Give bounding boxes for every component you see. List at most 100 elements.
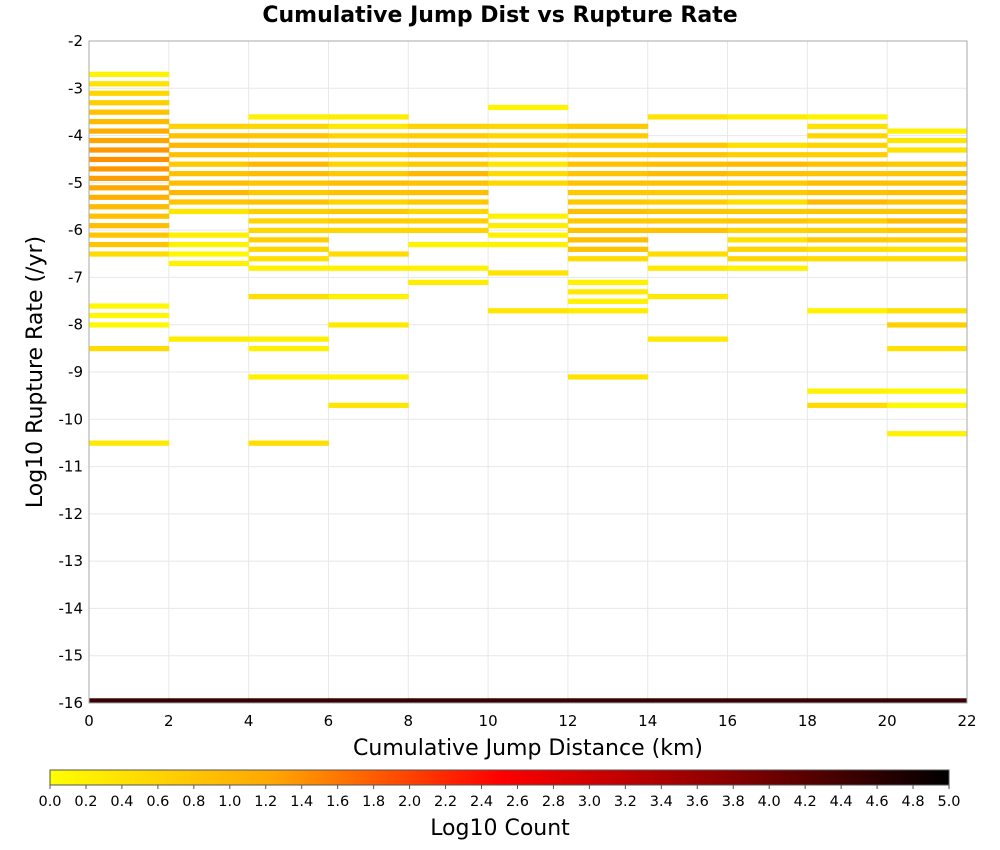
heatmap-cell [328, 322, 409, 328]
heatmap-cell [89, 175, 170, 181]
heatmap-cell [647, 208, 729, 215]
heatmap-cell [328, 265, 409, 271]
heatmap-cell [647, 265, 729, 271]
heatmap-cell [248, 218, 329, 224]
heatmap-cell [488, 223, 569, 229]
y-tick-label: -9 [68, 363, 83, 381]
heatmap-cell [328, 152, 409, 158]
heatmap-cell [328, 402, 409, 408]
heatmap-cell [328, 374, 409, 380]
heatmap-cell [89, 90, 170, 96]
heatmap-cell [887, 345, 968, 352]
y-tick-label: -6 [68, 221, 83, 239]
colorbar-tick-label: 3.8 [722, 794, 745, 810]
x-tick-label: 2 [164, 712, 174, 730]
heatmap-cell [567, 298, 649, 304]
heatmap-cell [887, 137, 968, 144]
heatmap-cell [567, 308, 649, 314]
heatmap-cell [727, 161, 808, 167]
colorbar-tick-label: 4.6 [866, 794, 889, 810]
heatmap-cell [408, 152, 489, 158]
heatmap-cell [647, 152, 729, 158]
colorbar-label: Log10 Count [430, 816, 570, 841]
heatmap-cell [647, 251, 729, 257]
heatmap-cell [807, 308, 888, 314]
heatmap-cell [168, 171, 250, 177]
heatmap-cell [887, 227, 968, 234]
heatmap-cell [168, 208, 250, 215]
heatmap-cell [807, 180, 888, 186]
heatmap-cell [328, 698, 409, 704]
y-tick-label: -16 [59, 694, 84, 712]
y-tick-label: -3 [68, 79, 83, 97]
heatmap-cell [408, 218, 489, 224]
heatmap-cell [567, 189, 649, 196]
heatmap-cell [89, 204, 170, 210]
heatmap-cell [567, 246, 649, 252]
heatmap-cell [248, 142, 329, 148]
x-axis-label: Cumulative Jump Distance (km) [353, 736, 703, 761]
heatmap-cell [328, 114, 409, 120]
heatmap-cell [887, 171, 968, 177]
heatmap-cell [727, 218, 808, 224]
heatmap-cell [567, 227, 649, 234]
heatmap-cell [328, 133, 409, 139]
heatmap-cell [248, 256, 329, 262]
heatmap-cell [408, 142, 489, 148]
y-tick-label: -13 [59, 552, 84, 570]
heatmap-cell [248, 246, 329, 252]
heatmap-cell [887, 322, 968, 328]
y-axis-label: Log10 Rupture Rate (/yr) [23, 236, 48, 508]
heatmap-cell [89, 100, 170, 106]
heatmap-cell [168, 199, 250, 205]
y-tick-label: -7 [68, 268, 83, 286]
heatmap-cell [408, 208, 489, 215]
heatmap-cell [408, 161, 489, 167]
heatmap-cell [408, 265, 489, 271]
heatmap-cell [647, 189, 729, 196]
colorbar-tick-label: 1.4 [290, 794, 313, 810]
heatmap-cell [647, 218, 729, 224]
heatmap-cell [567, 279, 649, 286]
x-tick-label: 16 [718, 712, 737, 730]
heatmap-cell [408, 171, 489, 177]
colorbar-tick-label: 4.0 [758, 794, 781, 810]
heatmap-cell [89, 166, 170, 172]
heatmap-cell [887, 147, 968, 153]
heatmap-cell [168, 133, 250, 139]
heatmap-cell [647, 180, 729, 186]
heatmap-cell [168, 698, 250, 704]
colorbar-tick-label: 1.6 [326, 794, 349, 810]
heatmap-cell [567, 199, 649, 205]
heatmap-cell [328, 199, 409, 205]
heatmap-cell [887, 256, 968, 262]
heatmap-cell [807, 152, 888, 158]
heatmap-cell [328, 227, 409, 234]
heatmap-cell [807, 199, 888, 205]
colorbar-tick-label: 2.4 [470, 794, 493, 810]
heatmap-cell [727, 180, 808, 186]
heatmap-cell [567, 133, 649, 139]
colorbar-tick-label: 4.4 [830, 794, 853, 810]
heatmap-cell [408, 123, 489, 129]
heatmap-cell [488, 152, 569, 158]
heatmap-cell [488, 104, 569, 111]
heatmap-cell [488, 171, 569, 177]
heatmap-cell [248, 208, 329, 215]
heatmap-cell [89, 137, 170, 144]
heatmap-cell [567, 171, 649, 177]
heatmap-cell [488, 698, 569, 704]
colorbar [49, 769, 950, 786]
heatmap-cell [248, 180, 329, 186]
heatmap-cell [647, 114, 729, 120]
heatmap-cell [328, 189, 409, 196]
heatmap-cell [887, 218, 968, 224]
plot-border [88, 40, 968, 704]
heatmap-cell [807, 388, 888, 394]
heatmap-cells [89, 71, 968, 704]
heatmap-cell [168, 260, 250, 267]
heatmap-cell [567, 152, 649, 158]
heatmap-cell [488, 142, 569, 148]
heatmap-cell [89, 322, 170, 328]
